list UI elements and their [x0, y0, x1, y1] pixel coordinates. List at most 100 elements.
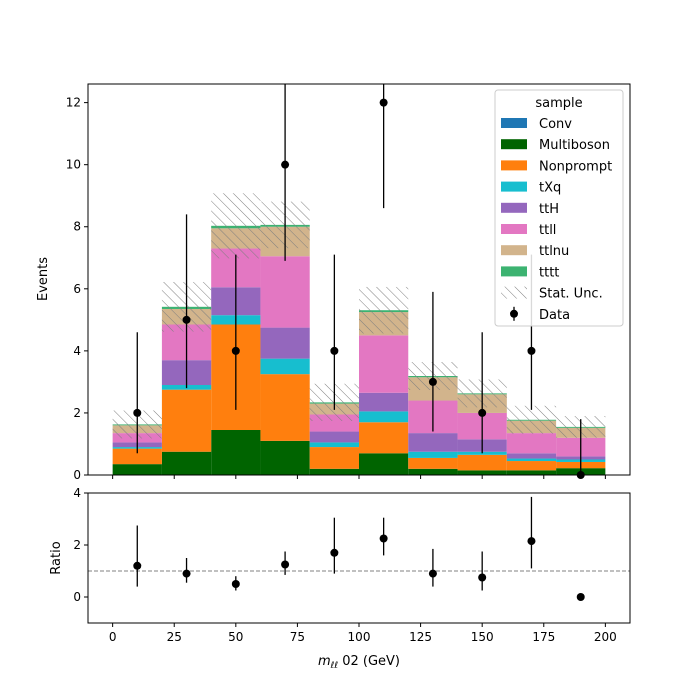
data-point-0: [133, 408, 142, 417]
legend-label-multiboson: Multiboson: [539, 138, 610, 153]
legend-swatch-ttlnu: [501, 245, 527, 256]
data-point-4: [330, 346, 339, 355]
ratio-y-tick-label-1: 2: [73, 538, 81, 552]
legend-label-data: Data: [539, 308, 570, 323]
legend-swatch-tttt: [501, 266, 527, 277]
main-y-tick-label-5: 10: [66, 158, 81, 172]
bar-multiboson-bin-0: [112, 464, 162, 475]
ratio-point-7: [478, 573, 487, 582]
data-point-5: [379, 98, 388, 107]
bar-multiboson-bin-8: [506, 470, 557, 475]
main-y-tick-label-4: 8: [73, 220, 81, 234]
legend-swatch-txq: [501, 181, 527, 192]
ratio-point-9: [576, 593, 585, 601]
ratio-point-3: [281, 560, 290, 569]
main-y-tick-label-6: 12: [66, 96, 81, 110]
x-tick-label-5: 125: [409, 630, 432, 644]
main-y-tick-label-2: 4: [73, 344, 81, 358]
main-y-axis-label: Events: [36, 257, 51, 301]
legend-swatch-nonprompt: [501, 160, 527, 171]
bar-tth-bin-5: [359, 392, 409, 412]
ratio-point-5: [379, 534, 388, 543]
data-point-8: [527, 346, 536, 355]
x-tick-label-6: 150: [471, 630, 494, 644]
bar-tth-bin-3: [260, 327, 310, 359]
bar-ttll-bin-3: [260, 256, 310, 328]
legend-label-stat-unc: Stat. Unc.: [539, 287, 603, 302]
bar-tth-bin-6: [408, 433, 458, 452]
bar-nonprompt-bin-8: [506, 461, 557, 471]
ratio-point-4: [330, 548, 339, 557]
bar-tth-bin-4: [309, 431, 359, 443]
legend-swatch-conv: [501, 118, 527, 128]
bar-nonprompt-bin-3: [260, 374, 310, 441]
legend-label-conv: Conv: [539, 117, 572, 132]
x-axis-label: mℓℓ 02 (GeV): [318, 654, 400, 671]
legend-label-ttll: ttll: [539, 223, 556, 238]
main-y-tick-label-1: 2: [73, 406, 81, 420]
data-point-3: [281, 160, 290, 169]
legend-swatch-stat-unc: [501, 286, 527, 299]
x-tick-label-0: 0: [109, 630, 117, 644]
x-tick-label-1: 25: [167, 630, 182, 644]
bar-multiboson-bin-2: [211, 430, 261, 475]
bar-multiboson-bin-5: [359, 453, 409, 475]
legend-swatch-ttll: [501, 224, 527, 234]
ratio-y-tick-label-2: 4: [73, 486, 81, 500]
bar-nonprompt-bin-0: [112, 448, 162, 465]
bar-txq-bin-4: [309, 442, 359, 448]
legend-swatch-multiboson: [501, 139, 527, 150]
ratio-y-axis-label: Ratio: [49, 541, 64, 574]
x-tick-label-2: 50: [228, 630, 243, 644]
bar-nonprompt-bin-7: [457, 454, 507, 471]
ratio-y-tick-label-0: 0: [73, 590, 81, 604]
stat-unc-bin-5: [359, 286, 409, 334]
main-y-tick-label-3: 6: [73, 282, 81, 296]
x-tick-label-8: 200: [594, 630, 617, 644]
legend-label-txq: tXq: [539, 181, 561, 196]
legend-label-tttt: tttt: [539, 265, 559, 280]
bar-ttll-bin-5: [359, 335, 409, 393]
bar-multiboson-bin-3: [260, 440, 310, 475]
bar-nonprompt-bin-6: [408, 457, 458, 469]
legend-label-tth: ttH: [539, 202, 559, 217]
data-point-1: [182, 315, 191, 324]
stat-unc-bin-8: [506, 405, 557, 434]
bar-ttll-bin-8: [506, 433, 557, 454]
ratio-plot: 0 2 4 0 25 50 75 100 125 150 175 200: [73, 486, 631, 644]
data-point-2: [231, 346, 240, 355]
main-plot: 0 2 4 6 8 10 12: [66, 83, 631, 482]
ratio-point-8: [527, 537, 536, 546]
x-tick-label-3: 75: [290, 630, 305, 644]
legend: sample Conv Multiboson Nonprompt tXq ttH ttll t…: [494, 89, 624, 327]
stat-unc-bin-2: [211, 193, 261, 259]
bar-nonprompt-bin-1: [161, 389, 212, 452]
bar-tth-bin-8: [506, 453, 557, 459]
bar-txq-bin-8: [506, 458, 557, 462]
ratio-point-0: [133, 561, 142, 570]
x-axis-label-subscript: ℓℓ: [330, 661, 338, 671]
ratio-point-6: [428, 569, 437, 578]
bar-txq-bin-3: [260, 358, 310, 375]
bar-multiboson-bin-7: [457, 470, 507, 475]
bar-txq-bin-6: [408, 451, 458, 458]
legend-label-nonprompt: Nonprompt: [539, 159, 612, 174]
ratio-point-1: [182, 569, 191, 578]
ratio-point-2: [231, 580, 240, 588]
x-tick-label-4: 100: [348, 630, 371, 644]
ratio-axes-frame: [87, 492, 631, 624]
x-tick-label-7: 175: [532, 630, 555, 644]
data-point-7: [478, 408, 487, 417]
bar-txq-bin-5: [359, 411, 409, 423]
data-point-6: [428, 377, 437, 386]
legend-data-marker: [510, 309, 518, 318]
bar-multiboson-bin-1: [161, 451, 212, 475]
legend-swatch-tth: [501, 202, 527, 213]
legend-title: sample: [535, 96, 582, 111]
bar-multiboson-bin-6: [408, 468, 458, 475]
bar-multiboson-bin-4: [309, 468, 359, 475]
main-y-tick-label-0: 0: [73, 468, 81, 482]
bar-nonprompt-bin-4: [309, 447, 359, 469]
bar-nonprompt-bin-5: [359, 422, 409, 454]
